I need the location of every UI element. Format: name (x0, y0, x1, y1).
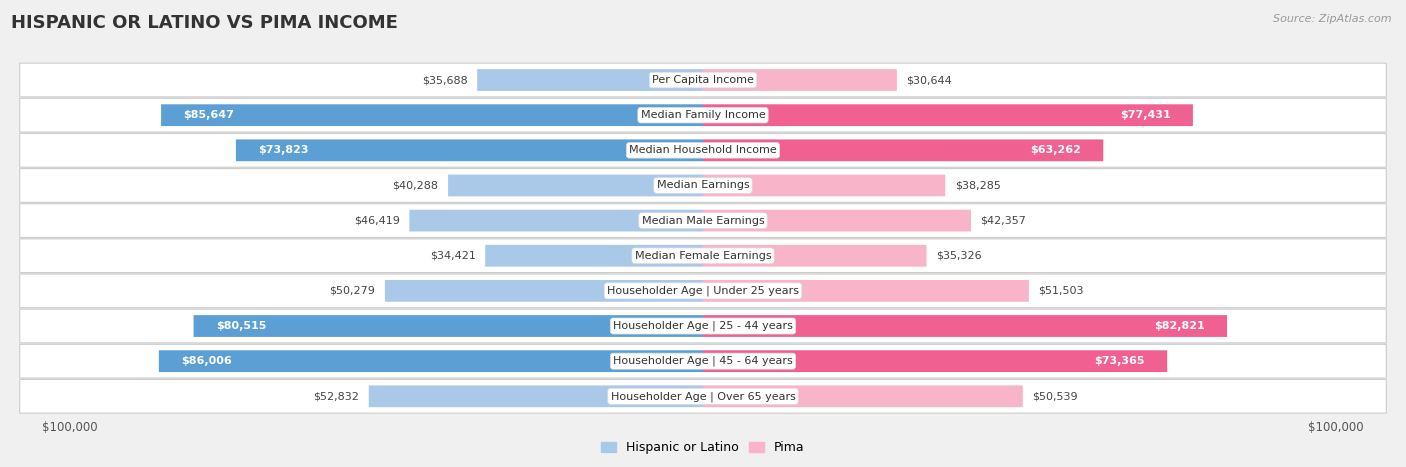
FancyBboxPatch shape (20, 204, 1386, 237)
Text: Median Male Earnings: Median Male Earnings (641, 216, 765, 226)
Text: $40,288: $40,288 (392, 180, 439, 191)
Text: $46,419: $46,419 (354, 216, 399, 226)
FancyBboxPatch shape (20, 274, 1386, 308)
FancyBboxPatch shape (159, 350, 703, 372)
Text: $34,421: $34,421 (430, 251, 475, 261)
Text: $73,823: $73,823 (259, 145, 308, 156)
Text: Median Household Income: Median Household Income (628, 145, 778, 156)
Text: $50,279: $50,279 (329, 286, 375, 296)
FancyBboxPatch shape (194, 315, 703, 337)
Text: HISPANIC OR LATINO VS PIMA INCOME: HISPANIC OR LATINO VS PIMA INCOME (11, 14, 398, 32)
Text: $42,357: $42,357 (980, 216, 1026, 226)
Text: $52,832: $52,832 (314, 391, 360, 401)
FancyBboxPatch shape (20, 99, 1386, 132)
Text: Median Family Income: Median Family Income (641, 110, 765, 120)
FancyBboxPatch shape (703, 385, 1022, 407)
FancyBboxPatch shape (449, 175, 703, 196)
Text: $82,821: $82,821 (1154, 321, 1205, 331)
FancyBboxPatch shape (20, 239, 1386, 273)
FancyBboxPatch shape (703, 175, 945, 196)
FancyBboxPatch shape (703, 245, 927, 267)
FancyBboxPatch shape (703, 315, 1227, 337)
FancyBboxPatch shape (368, 385, 703, 407)
Text: $86,006: $86,006 (181, 356, 232, 366)
FancyBboxPatch shape (703, 140, 1104, 161)
Text: $38,285: $38,285 (955, 180, 1001, 191)
FancyBboxPatch shape (20, 169, 1386, 202)
FancyBboxPatch shape (703, 104, 1192, 126)
FancyBboxPatch shape (703, 69, 897, 91)
FancyBboxPatch shape (477, 69, 703, 91)
Text: $73,365: $73,365 (1094, 356, 1144, 366)
Text: $35,326: $35,326 (936, 251, 981, 261)
Text: $30,644: $30,644 (907, 75, 952, 85)
Text: Source: ZipAtlas.com: Source: ZipAtlas.com (1274, 14, 1392, 24)
Text: Householder Age | 45 - 64 years: Householder Age | 45 - 64 years (613, 356, 793, 367)
Text: Householder Age | Over 65 years: Householder Age | Over 65 years (610, 391, 796, 402)
Text: Median Female Earnings: Median Female Earnings (634, 251, 772, 261)
FancyBboxPatch shape (20, 63, 1386, 97)
Text: Householder Age | Under 25 years: Householder Age | Under 25 years (607, 286, 799, 296)
FancyBboxPatch shape (385, 280, 703, 302)
FancyBboxPatch shape (20, 309, 1386, 343)
FancyBboxPatch shape (703, 280, 1029, 302)
Text: $77,431: $77,431 (1121, 110, 1171, 120)
Text: $51,503: $51,503 (1039, 286, 1084, 296)
Text: $35,688: $35,688 (422, 75, 468, 85)
FancyBboxPatch shape (703, 210, 972, 232)
Text: Median Earnings: Median Earnings (657, 180, 749, 191)
FancyBboxPatch shape (485, 245, 703, 267)
FancyBboxPatch shape (703, 350, 1167, 372)
FancyBboxPatch shape (409, 210, 703, 232)
Text: Per Capita Income: Per Capita Income (652, 75, 754, 85)
FancyBboxPatch shape (162, 104, 703, 126)
Text: $50,539: $50,539 (1032, 391, 1078, 401)
Text: $80,515: $80,515 (215, 321, 266, 331)
Legend: Hispanic or Latino, Pima: Hispanic or Latino, Pima (596, 436, 810, 459)
Text: $63,262: $63,262 (1031, 145, 1081, 156)
Text: $85,647: $85,647 (183, 110, 235, 120)
Text: Householder Age | 25 - 44 years: Householder Age | 25 - 44 years (613, 321, 793, 331)
FancyBboxPatch shape (20, 344, 1386, 378)
FancyBboxPatch shape (20, 134, 1386, 167)
FancyBboxPatch shape (236, 140, 703, 161)
FancyBboxPatch shape (20, 379, 1386, 413)
